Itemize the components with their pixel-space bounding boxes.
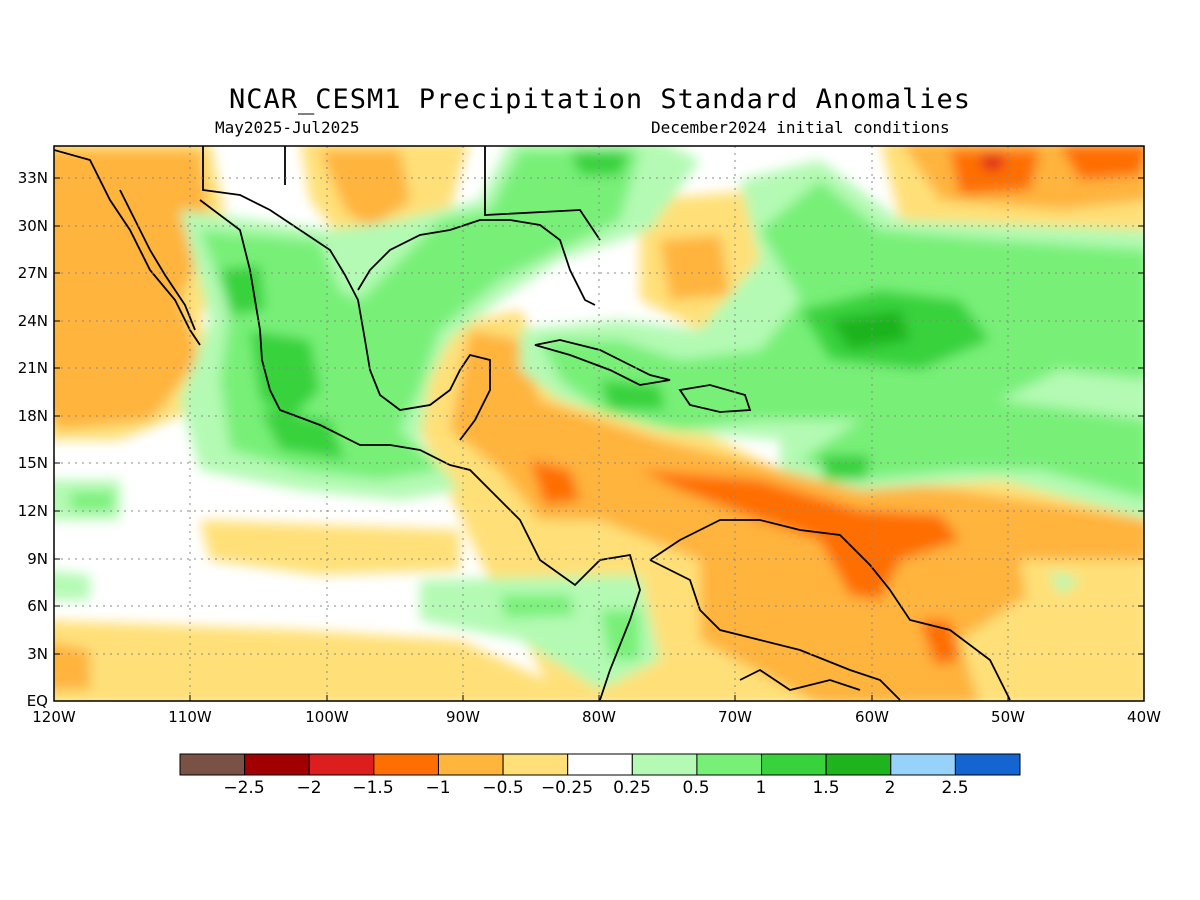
colorbar-label: −0.25 (541, 778, 593, 798)
lat-label: 6N (27, 597, 48, 615)
colorbar-swatches (179, 753, 1021, 776)
colorbar-label: 2 (885, 778, 896, 798)
colorbar-swatch (890, 753, 956, 776)
colorbar-swatch (179, 753, 246, 776)
lat-labels: 33N 30N 27N 24N 21N 18N 15N 12N 9N 6N 3N… (18, 169, 48, 710)
colorbar-label: −1 (425, 778, 450, 798)
colorbar-label: 2.5 (941, 778, 968, 798)
lat-label: 21N (18, 359, 48, 377)
lat-ticks (54, 177, 1144, 655)
lat-label: 9N (27, 550, 48, 568)
lon-label: 50W (991, 708, 1025, 726)
colorbar-swatch (567, 753, 633, 776)
colorbar-label: 1.5 (812, 778, 839, 798)
lon-label: 60W (855, 708, 889, 726)
colorbar-swatch (761, 753, 827, 776)
lon-label: 70W (718, 708, 752, 726)
colorbar-swatch (437, 753, 504, 776)
colorbar-swatch (244, 753, 310, 776)
colorbar-labels: −2.5 −2 −1.5 −1 −0.5 −0.25 0.25 0.5 1 1.… (223, 778, 968, 798)
lat-label: 3N (27, 645, 48, 663)
colorbar-swatch (308, 753, 375, 776)
lon-labels: 120W 110W 100W 90W 80W 70W 60W 50W 40W (32, 708, 1161, 726)
colorbar: −2.5 −2 −1.5 −1 −0.5 −0.25 0.25 0.5 1 1.… (179, 753, 1021, 798)
forecast-period: May2025-Jul2025 (215, 118, 360, 137)
grid-lines (54, 146, 1144, 701)
colorbar-swatch (954, 753, 1021, 776)
colorbar-label: −2 (296, 778, 321, 798)
colorbar-swatch (631, 753, 698, 776)
colorbar-swatch (696, 753, 763, 776)
colorbar-label: 0.25 (613, 778, 651, 798)
lat-label: 24N (18, 312, 48, 330)
lon-label: 80W (582, 708, 616, 726)
lon-label: 100W (305, 708, 349, 726)
colorbar-label: −2.5 (223, 778, 264, 798)
colorbar-swatch (373, 753, 439, 776)
colorbar-swatch (825, 753, 892, 776)
lon-label: 120W (32, 708, 76, 726)
lat-label: EQ (27, 692, 48, 710)
lon-label: 110W (168, 708, 212, 726)
colorbar-label: −0.5 (482, 778, 523, 798)
anomaly-field (54, 146, 1144, 701)
lat-label: 33N (18, 169, 48, 187)
colorbar-label: 1 (756, 778, 767, 798)
colorbar-label: 0.5 (682, 778, 709, 798)
lon-label: 90W (446, 708, 480, 726)
lon-label: 40W (1127, 708, 1161, 726)
map-title: NCAR_CESM1 Precipitation Standard Anomal… (229, 84, 971, 115)
lat-label: 12N (18, 502, 48, 520)
lon-ticks (189, 695, 1009, 701)
coastlines (54, 146, 1011, 701)
colorbar-label: −1.5 (352, 778, 393, 798)
lat-label: 27N (18, 264, 48, 282)
lat-label: 15N (18, 454, 48, 472)
lat-label: 30N (18, 217, 48, 235)
colorbar-swatch (502, 753, 569, 776)
initial-conditions: December2024 initial conditions (651, 118, 950, 137)
lat-label: 18N (18, 407, 48, 425)
